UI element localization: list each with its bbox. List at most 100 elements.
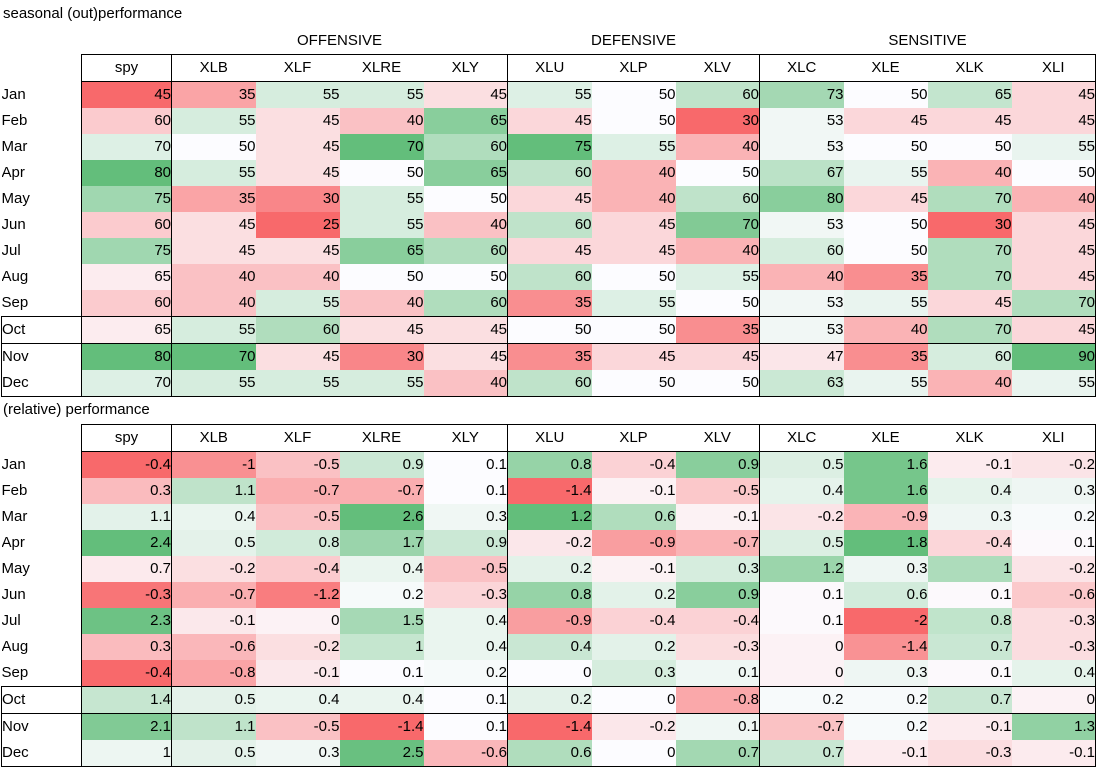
value-cell-Jul-spy: 2.3 bbox=[81, 608, 172, 634]
value-cell-Oct-XLF: 60 bbox=[255, 316, 340, 344]
value-cell-Sep-XLI: 70 bbox=[1011, 290, 1096, 317]
value-cell-Aug-spy: 65 bbox=[81, 264, 172, 290]
value-cell-Jun-XLY: -0.3 bbox=[423, 582, 508, 608]
value-cell-Aug-XLB: -0.6 bbox=[171, 634, 256, 660]
value-cell-Feb-XLI: 0.3 bbox=[1011, 478, 1096, 504]
value-cell-Oct-XLI: 45 bbox=[1011, 316, 1096, 344]
value-cell-Dec-XLV: 0.7 bbox=[675, 740, 760, 767]
value-cell-Nov-XLV: 0.1 bbox=[675, 713, 760, 740]
value-cell-Mar-XLV: 40 bbox=[675, 134, 760, 160]
value-cell-May-spy: 0.7 bbox=[81, 556, 172, 582]
value-cell-Dec-XLB: 0.5 bbox=[171, 740, 256, 767]
value-cell-Jan-XLI: -0.2 bbox=[1011, 451, 1096, 478]
value-cell-Apr-XLV: 50 bbox=[675, 160, 760, 186]
month-label: Sep bbox=[1, 660, 82, 687]
month-label: Aug bbox=[1, 634, 82, 660]
value-cell-Mar-XLF: -0.5 bbox=[255, 504, 340, 530]
column-header-XLU: XLU bbox=[507, 424, 592, 452]
column-header-XLI: XLI bbox=[1011, 424, 1096, 452]
column-header-XLU: XLU bbox=[507, 54, 592, 82]
value-cell-Nov-XLP: -0.2 bbox=[591, 713, 676, 740]
value-cell-May-spy: 75 bbox=[81, 186, 172, 212]
value-cell-Dec-XLI: 55 bbox=[1011, 370, 1096, 397]
data-row-Apr: Apr 2.4 0.5 0.8 1.7 0.9 -0.2 -0.9 -0.7 0.5 1.8 -0.4… bbox=[1, 530, 1096, 556]
month-label: Oct bbox=[1, 316, 82, 344]
month-label: Jan bbox=[1, 81, 82, 108]
value-cell-Mar-spy: 70 bbox=[81, 134, 172, 160]
value-cell-Nov-XLY: 0.1 bbox=[423, 713, 508, 740]
corner-spacer bbox=[2, 28, 82, 55]
value-cell-Jul-XLK: 70 bbox=[927, 238, 1012, 264]
month-label: Dec bbox=[1, 370, 82, 397]
value-cell-Jun-XLV: 0.9 bbox=[675, 582, 760, 608]
value-cell-May-XLB: -0.2 bbox=[171, 556, 256, 582]
value-cell-Jul-XLC: 60 bbox=[759, 238, 844, 264]
value-cell-Mar-XLY: 60 bbox=[423, 134, 508, 160]
value-cell-Mar-XLI: 0.2 bbox=[1011, 504, 1096, 530]
data-row-Nov: Nov 2.1 1.1 -0.5 -1.4 0.1 -1.4 -0.2 0.1 -0.7 0.2 -0… bbox=[1, 713, 1096, 740]
value-cell-May-XLE: 0.3 bbox=[843, 556, 928, 582]
value-cell-Aug-XLF: -0.2 bbox=[255, 634, 340, 660]
month-label: Mar bbox=[1, 504, 82, 530]
value-cell-Nov-XLF: 45 bbox=[255, 343, 340, 370]
data-row-Sep: Sep -0.4 -0.8 -0.1 0.1 0.2 0 0.3 0.1 0 0.3 0.1 0.4 bbox=[1, 660, 1096, 687]
value-cell-Nov-XLE: 0.2 bbox=[843, 713, 928, 740]
value-cell-Jan-XLE: 1.6 bbox=[843, 451, 928, 478]
value-cell-Mar-XLE: 50 bbox=[843, 134, 928, 160]
value-cell-Apr-XLB: 0.5 bbox=[171, 530, 256, 556]
group-header-spy bbox=[81, 28, 172, 55]
value-cell-Nov-XLY: 45 bbox=[423, 343, 508, 370]
value-cell-Feb-XLK: 45 bbox=[927, 108, 1012, 134]
value-cell-May-XLF: -0.4 bbox=[255, 556, 340, 582]
value-cell-Dec-XLY: 40 bbox=[423, 370, 508, 397]
value-cell-Mar-XLP: 0.6 bbox=[591, 504, 676, 530]
value-cell-Feb-XLC: 0.4 bbox=[759, 478, 844, 504]
value-cell-Oct-XLRE: 0.4 bbox=[339, 686, 424, 714]
value-cell-Oct-XLB: 0.5 bbox=[171, 686, 256, 714]
month-label: Aug bbox=[1, 264, 82, 290]
value-cell-Sep-XLY: 60 bbox=[423, 290, 508, 317]
value-cell-Jun-XLY: 40 bbox=[423, 212, 508, 238]
value-cell-Jun-XLE: 0.6 bbox=[843, 582, 928, 608]
value-cell-Mar-XLF: 45 bbox=[255, 134, 340, 160]
value-cell-Nov-XLF: -0.5 bbox=[255, 713, 340, 740]
value-cell-Aug-XLV: -0.3 bbox=[675, 634, 760, 660]
value-cell-Apr-XLC: 0.5 bbox=[759, 530, 844, 556]
column-header-XLV: XLV bbox=[675, 54, 760, 82]
value-cell-Jan-XLP: -0.4 bbox=[591, 451, 676, 478]
value-cell-Jan-XLRE: 0.9 bbox=[339, 451, 424, 478]
value-cell-Oct-XLV: 35 bbox=[675, 316, 760, 344]
month-label: Oct bbox=[1, 686, 82, 714]
value-cell-Jul-spy: 75 bbox=[81, 238, 172, 264]
value-cell-Feb-XLE: 1.6 bbox=[843, 478, 928, 504]
value-cell-Jul-XLI: -0.3 bbox=[1011, 608, 1096, 634]
value-cell-Mar-XLP: 55 bbox=[591, 134, 676, 160]
value-cell-Jun-XLU: 60 bbox=[507, 212, 592, 238]
column-header-XLF: XLF bbox=[255, 54, 340, 82]
value-cell-Feb-XLK: 0.4 bbox=[927, 478, 1012, 504]
month-label: Nov bbox=[1, 343, 82, 370]
column-header-XLV: XLV bbox=[675, 424, 760, 452]
value-cell-Feb-XLC: 53 bbox=[759, 108, 844, 134]
value-cell-Jul-XLB: 45 bbox=[171, 238, 256, 264]
value-cell-Jan-XLB: 35 bbox=[171, 81, 256, 108]
corner-spacer bbox=[2, 55, 82, 82]
group-header-SENSITIVE: SENSITIVE bbox=[759, 28, 1096, 55]
value-cell-Oct-XLF: 0.4 bbox=[255, 686, 340, 714]
value-cell-Jan-XLF: -0.5 bbox=[255, 451, 340, 478]
performance-table-1: spy XLB XLF XLRE XLY XLU XLP XLV XLC XLE XLK XLI Jan… bbox=[1, 424, 1096, 767]
month-label: Sep bbox=[1, 290, 82, 317]
value-cell-May-XLK: 1 bbox=[927, 556, 1012, 582]
month-label: May bbox=[1, 556, 82, 582]
value-cell-Apr-XLRE: 50 bbox=[339, 160, 424, 186]
value-cell-Jul-XLF: 45 bbox=[255, 238, 340, 264]
value-cell-May-XLY: 50 bbox=[423, 186, 508, 212]
value-cell-Jun-XLI: 45 bbox=[1011, 212, 1096, 238]
value-cell-Dec-XLK: 40 bbox=[927, 370, 1012, 397]
value-cell-Aug-spy: 0.3 bbox=[81, 634, 172, 660]
value-cell-Feb-XLV: 30 bbox=[675, 108, 760, 134]
value-cell-Sep-XLRE: 40 bbox=[339, 290, 424, 317]
value-cell-May-XLRE: 0.4 bbox=[339, 556, 424, 582]
value-cell-Sep-XLK: 0.1 bbox=[927, 660, 1012, 687]
value-cell-Mar-XLV: -0.1 bbox=[675, 504, 760, 530]
